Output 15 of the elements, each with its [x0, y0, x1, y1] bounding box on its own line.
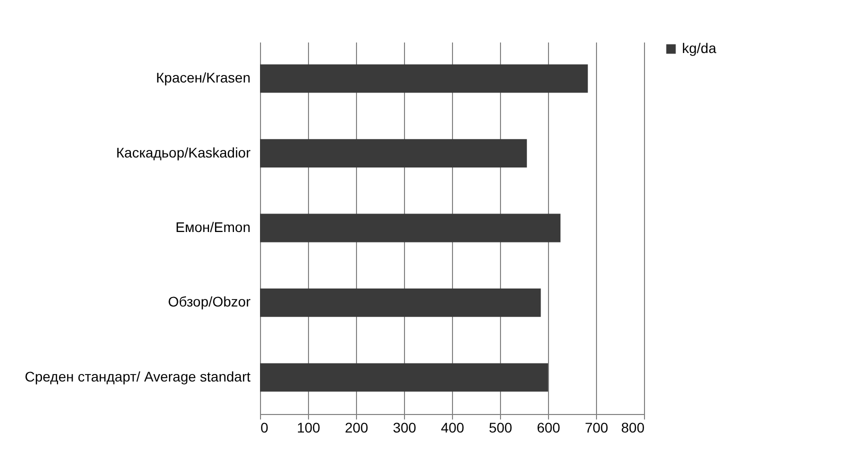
x-tick-label: 400 [440, 420, 464, 436]
x-tick-label: 100 [296, 420, 320, 436]
x-tick-label: 200 [344, 420, 368, 436]
x-tick-label: 700 [584, 420, 608, 436]
x-tick-label: 800 [621, 420, 645, 436]
y-tick-label: Среден стандарт/ Average standart [24, 368, 251, 384]
x-tick-label: 300 [392, 420, 416, 436]
x-tick-label: 500 [488, 420, 512, 436]
legend-label: kg/da [682, 40, 716, 56]
x-tick-label: 600 [536, 420, 560, 436]
x-tick-label: 0 [260, 420, 268, 436]
y-tick-label: Красен/Krasen [156, 70, 250, 86]
y-tick-label: Емон/Emon [176, 219, 250, 235]
y-tick-label: Каскадьор/Kaskadior [116, 144, 251, 160]
y-tick-label: Обзор/Obzor [168, 294, 251, 310]
